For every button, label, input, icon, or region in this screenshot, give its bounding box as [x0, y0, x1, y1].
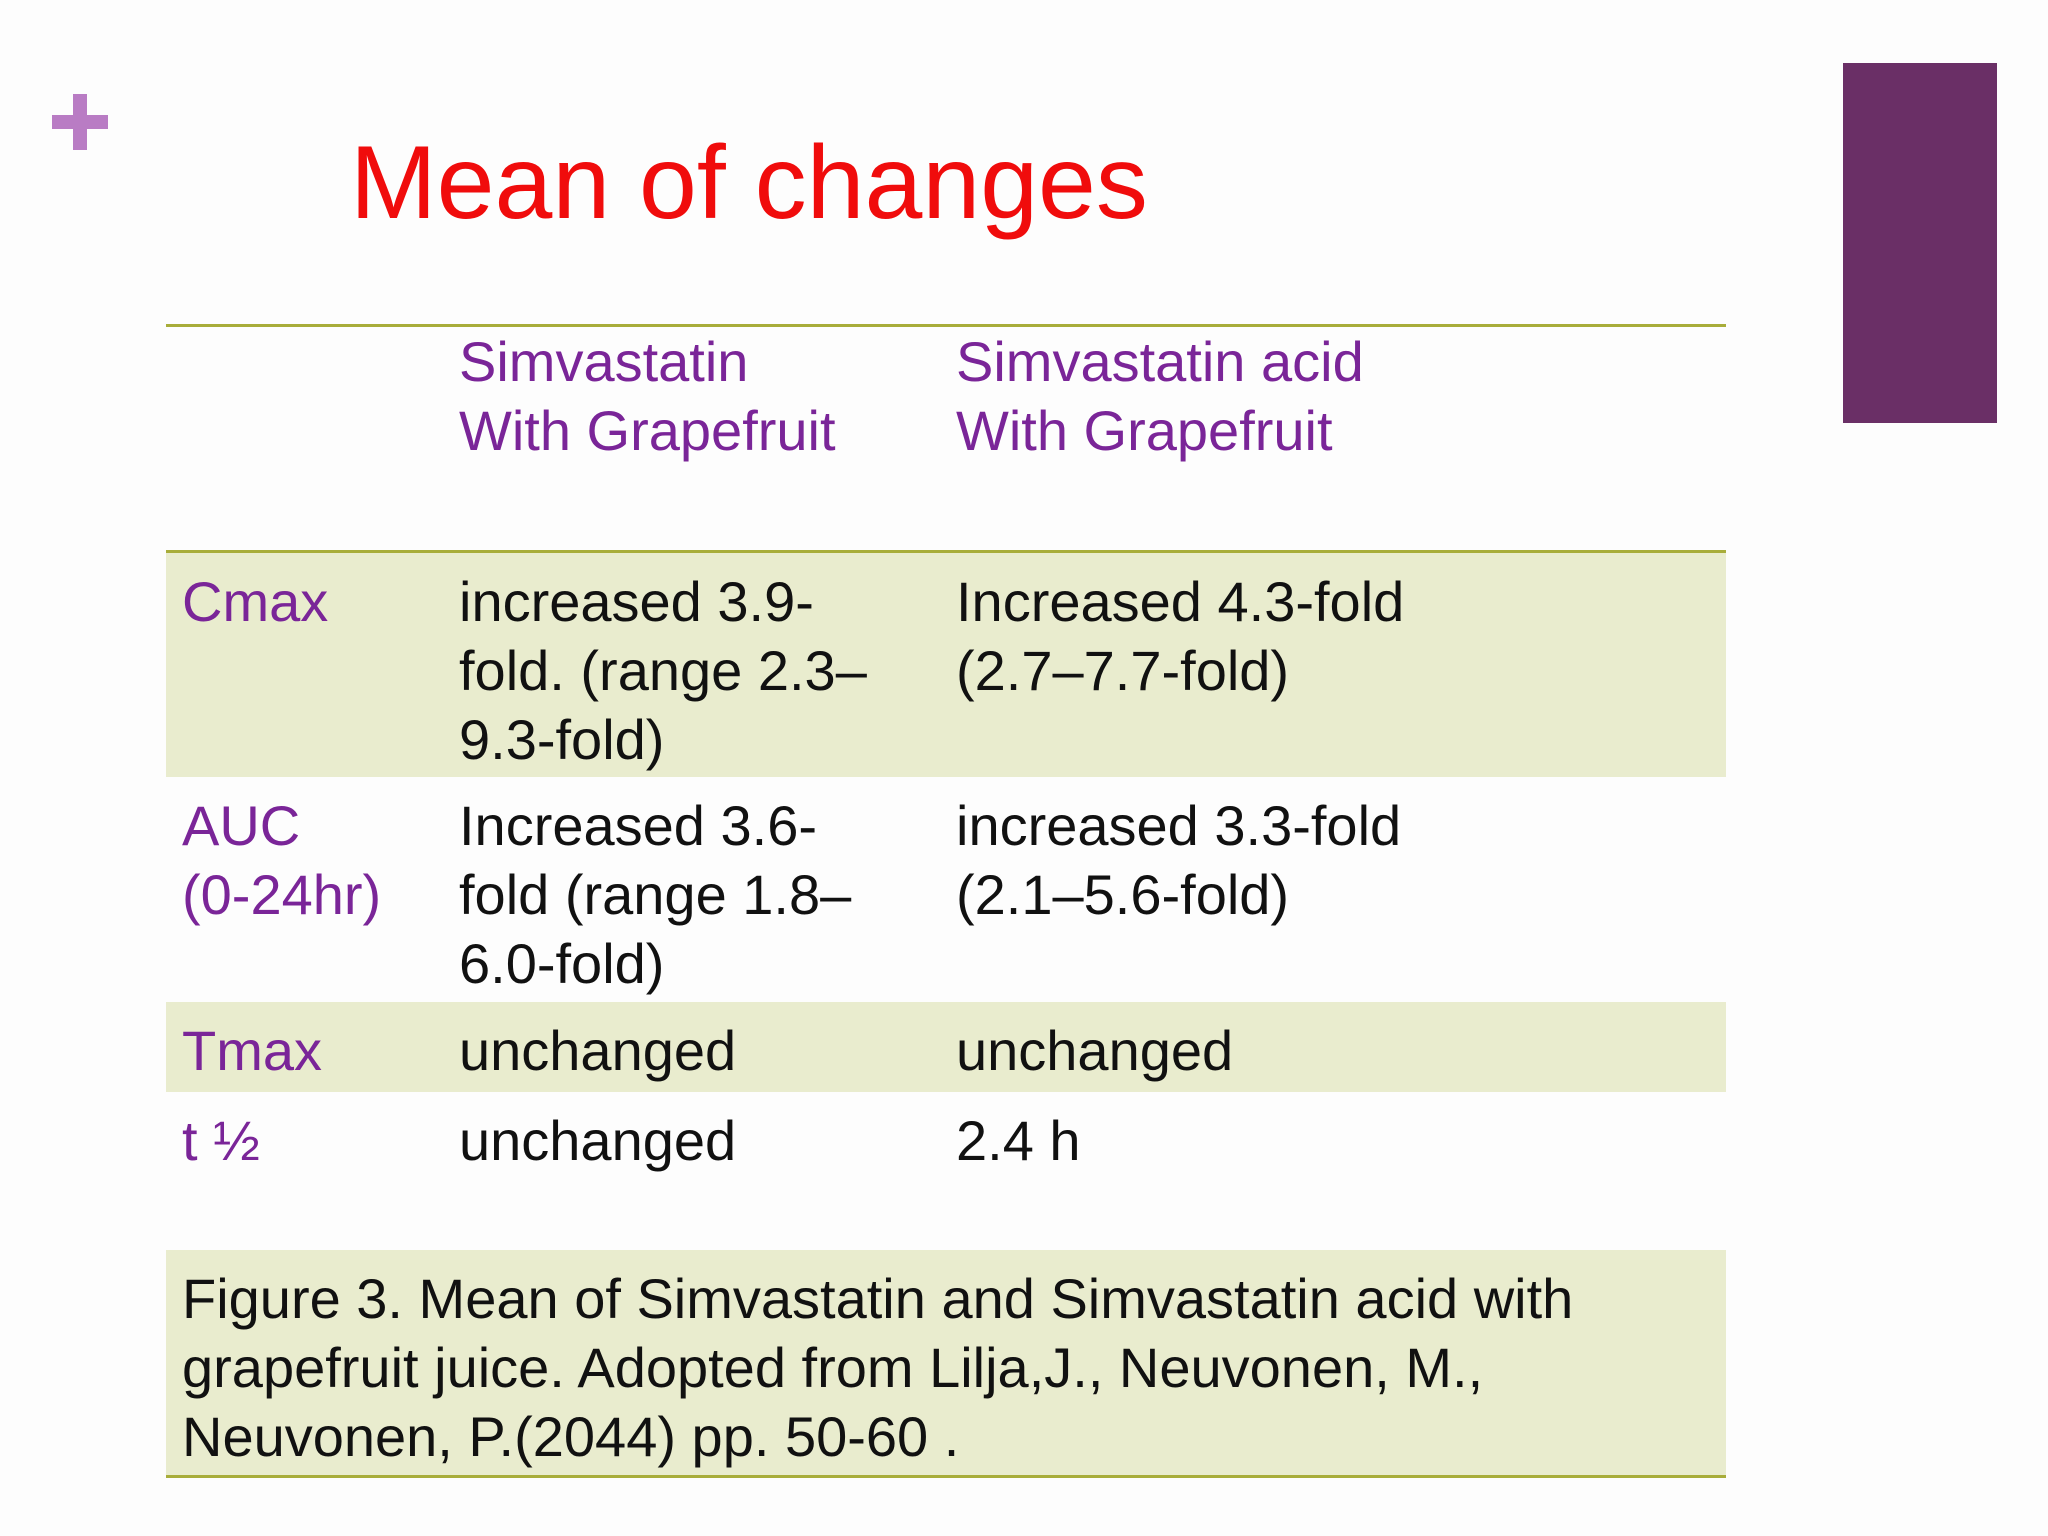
table-row: t ½ unchanged 2.4 h	[166, 1091, 1726, 1182]
cell-tmax-simvastatin: unchanged	[443, 1001, 940, 1092]
table-header-simvastatin-acid: Simvastatin acid With Grapefruit	[940, 324, 1726, 553]
cell-cmax-simvastatin: increased 3.9- fold. (range 2.3– 9.3-fol…	[443, 551, 940, 777]
figure-caption: Figure 3. Mean of Simvastatin and Simvas…	[166, 1250, 1726, 1478]
cell-cmax-simvastatin-acid: Increased 4.3-fold (2.7–7.7-fold)	[940, 551, 1726, 777]
row-label-tmax: Tmax	[166, 1001, 443, 1092]
cell-tmax-simvastatin-acid: unchanged	[940, 1001, 1726, 1092]
table-header-empty	[166, 324, 443, 553]
slide-title: Mean of changes	[350, 125, 1148, 241]
row-label-cmax: Cmax	[166, 551, 443, 777]
row-label-half-life: t ½	[166, 1091, 443, 1182]
cell-half-life-simvastatin-acid: 2.4 h	[940, 1091, 1726, 1182]
table-row: Cmax increased 3.9- fold. (range 2.3– 9.…	[166, 551, 1726, 777]
cell-auc-simvastatin-acid: increased 3.3-fold (2.1–5.6-fold)	[940, 776, 1726, 1002]
cell-half-life-simvastatin: unchanged	[443, 1091, 940, 1182]
row-label-auc: AUC (0-24hr)	[166, 776, 443, 1002]
table-header-simvastatin: Simvastatin With Grapefruit	[443, 324, 940, 553]
table-row: Tmax unchanged unchanged	[166, 1001, 1726, 1092]
table-row: AUC (0-24hr) Increased 3.6- fold (range …	[166, 776, 1726, 1002]
data-table: Simvastatin With Grapefruit Simvastatin …	[166, 324, 1726, 1182]
cell-auc-simvastatin: Increased 3.6- fold (range 1.8– 6.0-fold…	[443, 776, 940, 1002]
table-header-row: Simvastatin With Grapefruit Simvastatin …	[166, 324, 1726, 553]
plus-icon	[52, 94, 108, 150]
accent-bar	[1843, 63, 1997, 423]
